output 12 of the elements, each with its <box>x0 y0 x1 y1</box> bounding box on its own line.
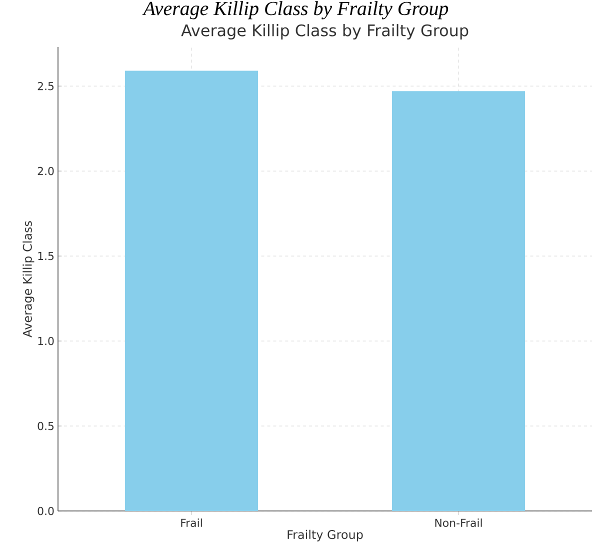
text: Average Killip Class by Frailty Group <box>142 1 448 20</box>
y-tick-label: 1.0 <box>38 336 54 346</box>
x-tick-label: Non-Frail <box>435 518 482 527</box>
y-tick-label: 2.5 <box>38 82 54 90</box>
y-tick-label: 0.5 <box>38 422 54 430</box>
chart-title: Average Killip Class by Frailty Group <box>181 24 468 40</box>
x-axis-title: Frailty Group <box>288 530 363 542</box>
y-tick-label: 1.5 <box>38 252 54 260</box>
y-tick-label: 2.0 <box>38 166 54 176</box>
y-axis-title: Average Killip Class <box>22 221 34 338</box>
x-tick-label: Frail <box>181 518 202 527</box>
y-tick-label: 0.0 <box>38 506 54 516</box>
